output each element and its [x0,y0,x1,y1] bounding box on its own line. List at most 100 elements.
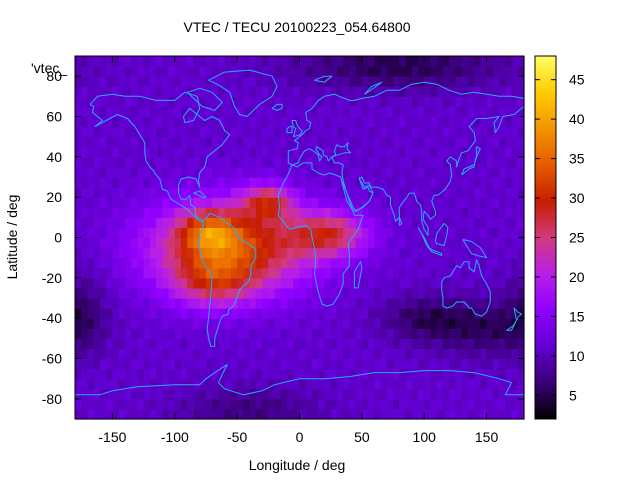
heatmap-cell [106,328,114,339]
heatmap-cell [249,378,257,390]
heatmap-cell [162,136,170,148]
heatmap-cell [430,287,438,299]
heatmap-cell [349,197,357,208]
heatmap-cell [430,86,438,97]
heatmap-cell [81,287,89,299]
heatmap-cell [374,56,382,67]
heatmap-cell [224,298,232,309]
heatmap-cell [262,308,269,319]
heatmap-cell [237,227,244,239]
heatmap-cell [243,96,251,108]
heatmap-cell [411,237,419,249]
heatmap-cell [237,247,244,259]
heatmap-cell [149,398,157,410]
heatmap-cell [218,378,226,390]
heatmap-cell [149,257,157,269]
heatmap-cell [262,136,269,148]
heatmap-cell [442,86,450,97]
heatmap-cell [517,338,525,350]
heatmap-cell [168,298,176,309]
heatmap-cell [355,126,363,138]
heatmap-cell [156,277,163,289]
heatmap-cell [268,187,276,198]
heatmap-cell [417,398,425,410]
heatmap-cell [492,338,500,350]
heatmap-cell [106,106,114,118]
heatmap-cell [249,267,257,279]
heatmap-cell [461,96,469,108]
heatmap-cell [417,146,425,158]
heatmap-cell [99,298,107,309]
heatmap-cell [205,358,213,370]
y-tick-label: -80 [42,391,62,407]
heatmap-cell [455,287,463,299]
heatmap-cell [199,378,207,390]
heatmap-cell [87,177,95,188]
heatmap-cell [505,96,513,108]
heatmap-cell [349,156,357,168]
heatmap-cell [336,308,344,319]
heatmap-cell [361,408,369,420]
heatmap-cell [131,66,138,77]
heatmap-cell [112,308,120,319]
heatmap-cell [436,86,444,97]
heatmap-cell [461,217,469,229]
heatmap-cell [461,368,469,380]
heatmap-cell [436,96,444,108]
heatmap-cell [118,328,126,339]
heatmap-cell [318,156,326,168]
heatmap-cell [349,86,357,97]
heatmap-cell [287,328,294,339]
heatmap-cell [118,86,126,97]
heatmap-cell [193,166,201,178]
heatmap-cell [486,156,494,168]
heatmap-cell [218,197,226,208]
heatmap-cell [187,156,195,168]
heatmap-cell [112,106,120,118]
heatmap-cell [461,136,469,148]
heatmap-cell [199,287,207,299]
heatmap-cell [205,156,213,168]
heatmap-cell [480,136,488,148]
heatmap-cell [137,197,145,208]
heatmap-cell [511,257,519,269]
heatmap-cell [218,408,226,420]
heatmap-cell [124,177,132,188]
heatmap-cell [230,96,238,108]
heatmap-cell [455,66,463,77]
heatmap-cell [81,207,89,218]
heatmap-cell [311,388,319,400]
heatmap-cell [243,328,251,339]
heatmap-cell [168,358,176,370]
heatmap-cell [336,106,344,118]
heatmap-cell [137,177,145,188]
heatmap-cell [205,247,213,259]
heatmap-cell [112,187,120,198]
heatmap-cell [299,267,307,279]
heatmap-cell [330,388,338,400]
heatmap-cell [480,106,488,118]
heatmap-cell [218,166,226,178]
heatmap-cell [311,298,319,309]
heatmap-cell [480,298,488,309]
heatmap-cell [75,338,82,350]
heatmap-cell [149,378,157,390]
heatmap-cell [93,237,101,249]
heatmap-cell [75,116,82,128]
heatmap-cell [87,187,95,198]
heatmap-cell [124,298,132,309]
heatmap-cell [417,388,425,400]
heatmap-cell [112,338,120,350]
heatmap-cell [511,146,519,158]
heatmap-cell [393,106,400,118]
heatmap-cell [212,308,220,319]
heatmap-cell [81,66,89,77]
heatmap-cell [305,56,313,67]
heatmap-cell [131,368,138,380]
heatmap-cell [131,287,138,299]
heatmap-cell [237,257,244,269]
heatmap-cell [181,177,188,188]
heatmap-cell [255,146,263,158]
heatmap-cell [75,66,82,77]
heatmap-cell [218,116,226,128]
